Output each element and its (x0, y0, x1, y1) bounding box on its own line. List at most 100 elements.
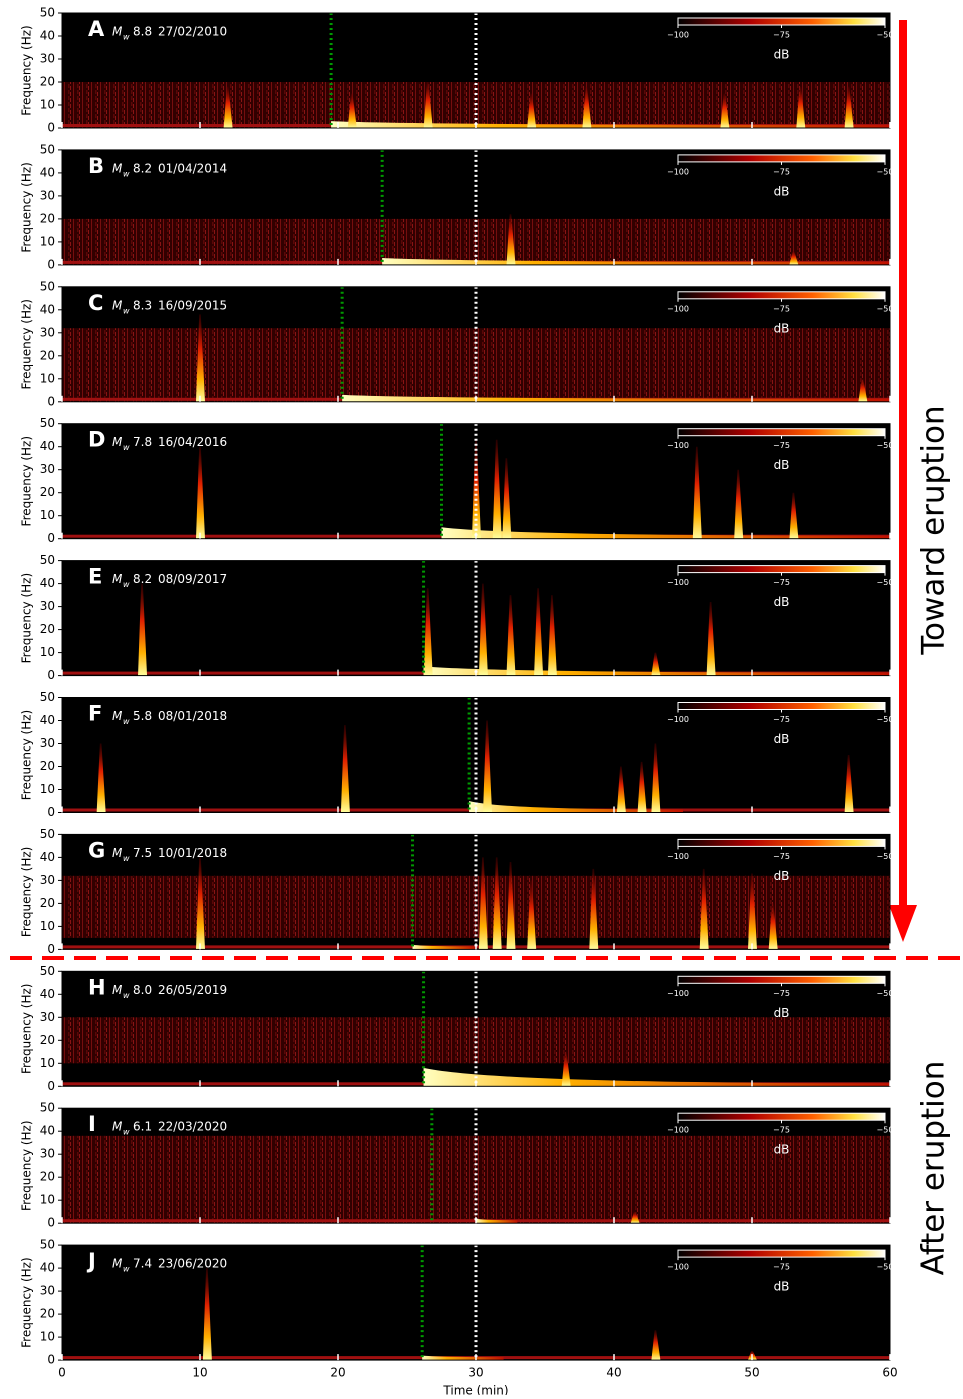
y-axis-label: Frequency (Hz) (20, 162, 34, 253)
y-tick-label: 0 (47, 1079, 55, 1093)
panel-label: J (86, 1249, 96, 1273)
colorbar-tick-label: −50 (877, 852, 894, 861)
y-tick-label: 50 (40, 690, 55, 704)
y-tick-label: 50 (40, 1101, 55, 1115)
y-tick-label: 40 (40, 850, 55, 864)
magnitude: 8.0 (133, 983, 152, 997)
colorbar-label: dB (774, 732, 790, 746)
colorbar-label: dB (774, 48, 790, 62)
y-axis-label: Frequency (Hz) (20, 1257, 34, 1348)
event-streak (483, 720, 493, 813)
colorbar-tick-label: −75 (773, 715, 790, 724)
colorbar-tick-label: −75 (773, 441, 790, 450)
magnitude: 7.8 (133, 435, 152, 449)
date: 10/01/2018 (158, 846, 227, 860)
y-axis-label: Frequency (Hz) (20, 573, 34, 664)
event-streak (637, 761, 647, 813)
y-tick-label: 20 (40, 759, 55, 773)
colorbar-tick-label: −100 (667, 441, 689, 450)
magnitude-symbol: M (112, 709, 123, 723)
colorbar-tick-label: −50 (877, 1263, 894, 1272)
magnitude-subscript: w (123, 169, 130, 178)
date: 08/01/2018 (158, 709, 227, 723)
y-tick-label: 40 (40, 713, 55, 727)
magnitude-subscript: w (123, 306, 130, 315)
y-tick-label: 50 (40, 416, 55, 430)
y-tick-label: 30 (40, 873, 55, 887)
magnitude-symbol: M (112, 1120, 123, 1134)
magnitude: 8.2 (133, 572, 152, 586)
y-axis-label: Frequency (Hz) (20, 984, 34, 1075)
colorbar (677, 565, 886, 574)
event-streak (506, 862, 516, 950)
panel-label: H (88, 975, 106, 999)
magnitude-subscript: w (123, 1128, 130, 1137)
y-tick-label: 40 (40, 29, 55, 43)
x-axis-label: Time (min) (442, 1384, 508, 1395)
colorbar-label: dB (774, 595, 790, 609)
y-tick-label: 0 (47, 942, 55, 956)
colorbar-tick-label: −100 (667, 578, 689, 587)
colorbar (677, 428, 886, 437)
y-tick-label: 40 (40, 987, 55, 1001)
y-tick-label: 20 (40, 485, 55, 499)
magnitude: 7.4 (133, 1257, 152, 1271)
y-tick-label: 40 (40, 439, 55, 453)
x-tick-label: 10 (192, 1366, 207, 1380)
magnitude-subscript: w (123, 33, 130, 42)
event-streak (492, 439, 502, 539)
colorbar-tick-label: −100 (667, 1126, 689, 1135)
magnitude-symbol: M (112, 298, 123, 312)
event-streak (423, 588, 433, 676)
y-tick-label: 0 (47, 1216, 55, 1230)
y-tick-label: 50 (40, 279, 55, 293)
magnitude: 6.1 (133, 1120, 152, 1134)
coda (342, 394, 890, 402)
y-tick-label: 40 (40, 302, 55, 316)
event-streak (478, 583, 488, 676)
y-tick-label: 30 (40, 1010, 55, 1024)
x-tick-label: 0 (58, 1366, 66, 1380)
y-tick-label: 50 (40, 553, 55, 567)
y-tick-label: 40 (40, 576, 55, 590)
magnitude-subscript: w (123, 443, 130, 452)
event-streak (630, 1211, 640, 1224)
panel-label: C (88, 291, 103, 315)
event-streak (789, 251, 799, 265)
colorbar (677, 17, 886, 26)
y-tick-label: 40 (40, 1261, 55, 1275)
event-streak (789, 492, 799, 539)
colorbar-tick-label: −75 (773, 304, 790, 313)
y-tick-label: 50 (40, 6, 55, 20)
event-streak (651, 1330, 661, 1361)
event-streak (547, 595, 557, 676)
x-tick-label: 20 (330, 1366, 345, 1380)
magnitude: 7.5 (133, 846, 152, 860)
y-tick-label: 30 (40, 736, 55, 750)
panel-label: G (88, 838, 105, 862)
colorbar-tick-label: −50 (877, 304, 894, 313)
colorbar-label: dB (774, 1280, 790, 1294)
date: 16/04/2016 (158, 435, 227, 449)
y-tick-label: 50 (40, 1238, 55, 1252)
coda (412, 944, 476, 950)
colorbar-tick-label: −50 (877, 441, 894, 450)
event-streak (651, 652, 661, 676)
y-tick-label: 30 (40, 52, 55, 66)
event-streak (96, 743, 106, 813)
y-tick-label: 30 (40, 599, 55, 613)
colorbar-label: dB (774, 321, 790, 335)
y-tick-label: 40 (40, 1124, 55, 1138)
colorbar-tick-label: −75 (773, 31, 790, 40)
colorbar (677, 1112, 886, 1121)
date: 08/09/2017 (158, 572, 227, 586)
magnitude-symbol: M (112, 161, 123, 175)
y-tick-label: 30 (40, 1284, 55, 1298)
y-tick-label: 30 (40, 1147, 55, 1161)
y-tick-label: 20 (40, 75, 55, 89)
colorbar-label: dB (774, 1006, 790, 1020)
colorbar-label: dB (774, 458, 790, 472)
magnitude-subscript: w (123, 580, 130, 589)
x-tick-label: 40 (606, 1366, 621, 1380)
